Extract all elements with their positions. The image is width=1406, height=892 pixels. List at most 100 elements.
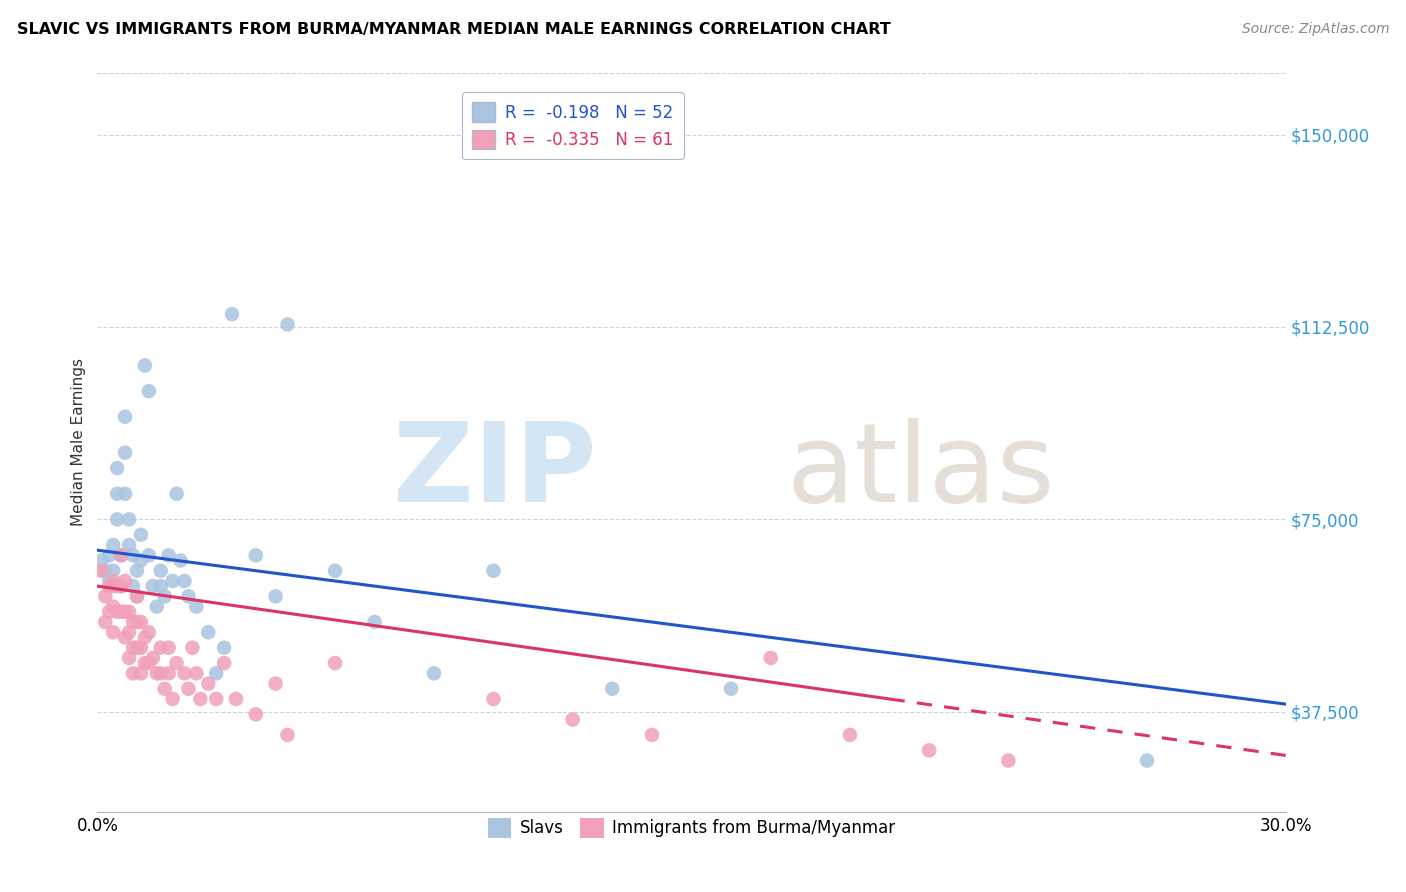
Point [103, 574, 125, 588]
Point [839, 728, 862, 742]
Point [153, 590, 176, 604]
Point [103, 599, 125, 614]
Point [149, 666, 172, 681]
Point [118, 605, 141, 619]
Point [129, 553, 152, 567]
Point [177, 681, 200, 696]
Point [103, 625, 125, 640]
Point [103, 538, 125, 552]
Point [118, 538, 141, 552]
Point [98, 549, 121, 563]
Point [482, 564, 505, 578]
Point [138, 625, 160, 640]
Point [125, 615, 148, 629]
Point [181, 640, 204, 655]
Point [162, 574, 184, 588]
Point [145, 666, 167, 681]
Point [173, 574, 195, 588]
Point [205, 666, 228, 681]
Point [129, 666, 152, 681]
Point [482, 692, 505, 706]
Point [90, 553, 112, 567]
Point [98, 605, 121, 619]
Point [423, 666, 446, 681]
Point [212, 640, 235, 655]
Point [110, 605, 132, 619]
Point [94, 615, 117, 629]
Point [145, 599, 167, 614]
Point [197, 625, 219, 640]
Point [264, 590, 287, 604]
Point [169, 553, 191, 567]
Point [162, 692, 184, 706]
Point [186, 599, 208, 614]
Point [997, 754, 1019, 768]
Point [323, 656, 346, 670]
Point [142, 651, 165, 665]
Point [114, 409, 136, 424]
Point [114, 487, 136, 501]
Point [110, 579, 132, 593]
Point [122, 579, 145, 593]
Point [918, 743, 941, 757]
Point [122, 615, 145, 629]
Point [125, 590, 148, 604]
Point [110, 549, 132, 563]
Point [138, 549, 160, 563]
Point [225, 692, 247, 706]
Point [125, 564, 148, 578]
Point [103, 564, 125, 578]
Point [105, 512, 128, 526]
Point [129, 615, 152, 629]
Point [149, 579, 172, 593]
Point [142, 579, 165, 593]
Point [129, 528, 152, 542]
Point [245, 549, 267, 563]
Point [94, 564, 117, 578]
Point [166, 487, 188, 501]
Point [134, 631, 156, 645]
Point [103, 579, 125, 593]
Point [105, 487, 128, 501]
Point [264, 676, 287, 690]
Point [212, 656, 235, 670]
Point [110, 579, 132, 593]
Legend: Slavs, Immigrants from Burma/Myanmar: Slavs, Immigrants from Burma/Myanmar [481, 812, 901, 844]
Point [129, 640, 152, 655]
Point [600, 681, 623, 696]
Point [641, 728, 664, 742]
Point [122, 640, 145, 655]
Text: atlas: atlas [786, 418, 1054, 525]
Point [561, 713, 583, 727]
Point [197, 676, 219, 690]
Point [157, 640, 180, 655]
Point [134, 359, 156, 373]
Point [98, 574, 121, 588]
Point [323, 564, 346, 578]
Point [188, 692, 211, 706]
Point [105, 579, 128, 593]
Text: ZIP: ZIP [394, 418, 596, 525]
Point [114, 605, 136, 619]
Point [149, 640, 172, 655]
Point [276, 728, 298, 742]
Point [114, 446, 136, 460]
Point [166, 656, 188, 670]
Point [1136, 754, 1159, 768]
Point [157, 666, 180, 681]
Point [759, 651, 782, 665]
Point [177, 590, 200, 604]
Text: SLAVIC VS IMMIGRANTS FROM BURMA/MYANMAR MEDIAN MALE EARNINGS CORRELATION CHART: SLAVIC VS IMMIGRANTS FROM BURMA/MYANMAR … [17, 22, 890, 37]
Point [173, 666, 195, 681]
Point [98, 579, 121, 593]
Point [138, 384, 160, 398]
Point [205, 692, 228, 706]
Point [134, 656, 156, 670]
Point [720, 681, 742, 696]
Point [125, 590, 148, 604]
Y-axis label: Median Male Earnings: Median Male Earnings [72, 359, 86, 526]
Point [149, 564, 172, 578]
Point [90, 564, 112, 578]
Point [363, 615, 385, 629]
Point [118, 651, 141, 665]
